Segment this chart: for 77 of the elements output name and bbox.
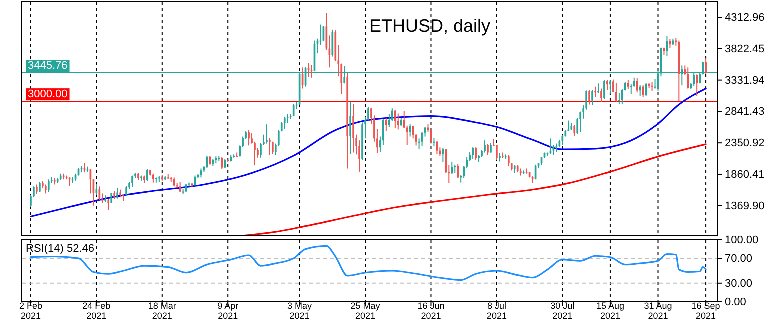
- y-tick-label: 70.00: [725, 253, 753, 266]
- candlestick: [394, 110, 396, 129]
- candlestick: [386, 118, 388, 132]
- candlestick: [636, 78, 638, 94]
- y-tick-label: 4312.96: [725, 12, 765, 24]
- candlestick: [457, 164, 460, 179]
- candlestick: [350, 102, 352, 155]
- candlestick: [146, 168, 148, 182]
- x-tick-label: 9 Apr 2021: [218, 301, 239, 321]
- x-tick-label: 2 Feb 2021: [19, 301, 42, 321]
- text: ETHUSD, daily: [369, 16, 491, 36]
- y-tick-label: 100.00: [725, 234, 759, 247]
- candlestick: [616, 82, 618, 103]
- candlestick: [248, 130, 250, 146]
- candlestick: [508, 154, 510, 167]
- candlestick: [352, 104, 354, 154]
- candlestick: [397, 113, 400, 130]
- candlestick: [696, 74, 698, 97]
- candlestick: [110, 192, 113, 204]
- x-tick-label: 31 Aug 2021: [644, 301, 672, 321]
- candlestick: [272, 141, 274, 155]
- candlestick: [592, 90, 594, 106]
- x-tick-label: 16 Jun 2021: [418, 301, 445, 321]
- candlestick: [705, 58, 707, 75]
- y-tick-label: 0.00: [725, 296, 746, 309]
- x-tick-label: 30 Jul 2021: [550, 301, 575, 321]
- candlestick: [292, 104, 295, 117]
- candlestick: [639, 85, 642, 97]
- line-series: [30, 88, 707, 218]
- ref-line-label: 3445.76: [28, 60, 68, 72]
- candlestick: [98, 186, 101, 201]
- candlestick: [604, 80, 606, 100]
- candlestick: [618, 92, 620, 105]
- candlestick: [574, 124, 576, 137]
- candlestick: [526, 168, 528, 174]
- y-tick-label: 2350.92: [725, 138, 765, 150]
- candlestick: [490, 142, 492, 154]
- candlestick: [126, 186, 128, 197]
- y-tick-label: 30.00: [725, 278, 753, 290]
- candlestick: [475, 147, 477, 161]
- x-tick-label: 8 Jul 2021: [486, 301, 507, 321]
- y-tick-label: 2841.43: [725, 106, 765, 118]
- ref-line-label: 3000.00: [28, 88, 68, 101]
- candlestick: [472, 147, 474, 160]
- candlestick: [269, 138, 271, 156]
- candlestick: [451, 162, 454, 176]
- x-tick-label: 18 Mar 2021: [148, 301, 176, 321]
- x-tick-label: 3 May 2021: [288, 301, 313, 321]
- x-tick-label: 15 Aug 2021: [596, 301, 624, 321]
- candlestick: [36, 184, 38, 195]
- candlestick: [108, 198, 110, 211]
- y-tick-label: 1860.41: [725, 169, 765, 181]
- y-tick-label: 1369.90: [725, 200, 765, 212]
- chart-title: RSI(14) 52.46: [26, 243, 94, 255]
- candlestick: [155, 177, 158, 184]
- candlestick: [598, 83, 600, 94]
- candlestick: [221, 156, 224, 170]
- y-tick-label: 3822.45: [725, 43, 765, 56]
- candlestick: [606, 80, 608, 91]
- candlestick: [484, 140, 486, 154]
- candlestick: [610, 80, 612, 94]
- x-tick-label: 25 May 2021: [350, 301, 381, 321]
- candlestick: [284, 116, 286, 130]
- candlestick: [600, 88, 602, 103]
- candlestick: [332, 29, 334, 58]
- line-series: [242, 144, 707, 236]
- candlestick: [487, 144, 489, 156]
- candlestick: [562, 134, 564, 146]
- x-tick-label: 16 Sep 2021: [692, 301, 720, 321]
- candlestick: [409, 124, 412, 138]
- candlestick: [48, 179, 50, 193]
- candlestick: [266, 124, 268, 144]
- candlestick: [588, 90, 590, 106]
- candlestick: [116, 187, 119, 200]
- y-tick-label: 3331.94: [725, 74, 765, 87]
- candlestick: [687, 67, 690, 90]
- x-tick-label: 24 Feb 2021: [82, 301, 111, 321]
